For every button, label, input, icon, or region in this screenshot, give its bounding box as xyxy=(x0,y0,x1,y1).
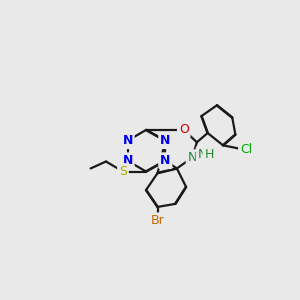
Text: H: H xyxy=(205,148,214,161)
Text: O: O xyxy=(179,123,189,136)
Text: N: N xyxy=(122,154,133,167)
Text: S: S xyxy=(119,165,127,178)
Text: N: N xyxy=(122,134,133,147)
Text: N: N xyxy=(160,154,170,167)
Text: N: N xyxy=(188,151,197,164)
Text: N: N xyxy=(198,148,207,161)
Text: Cl: Cl xyxy=(240,143,252,157)
Text: Br: Br xyxy=(151,214,164,227)
Text: N: N xyxy=(160,134,170,147)
